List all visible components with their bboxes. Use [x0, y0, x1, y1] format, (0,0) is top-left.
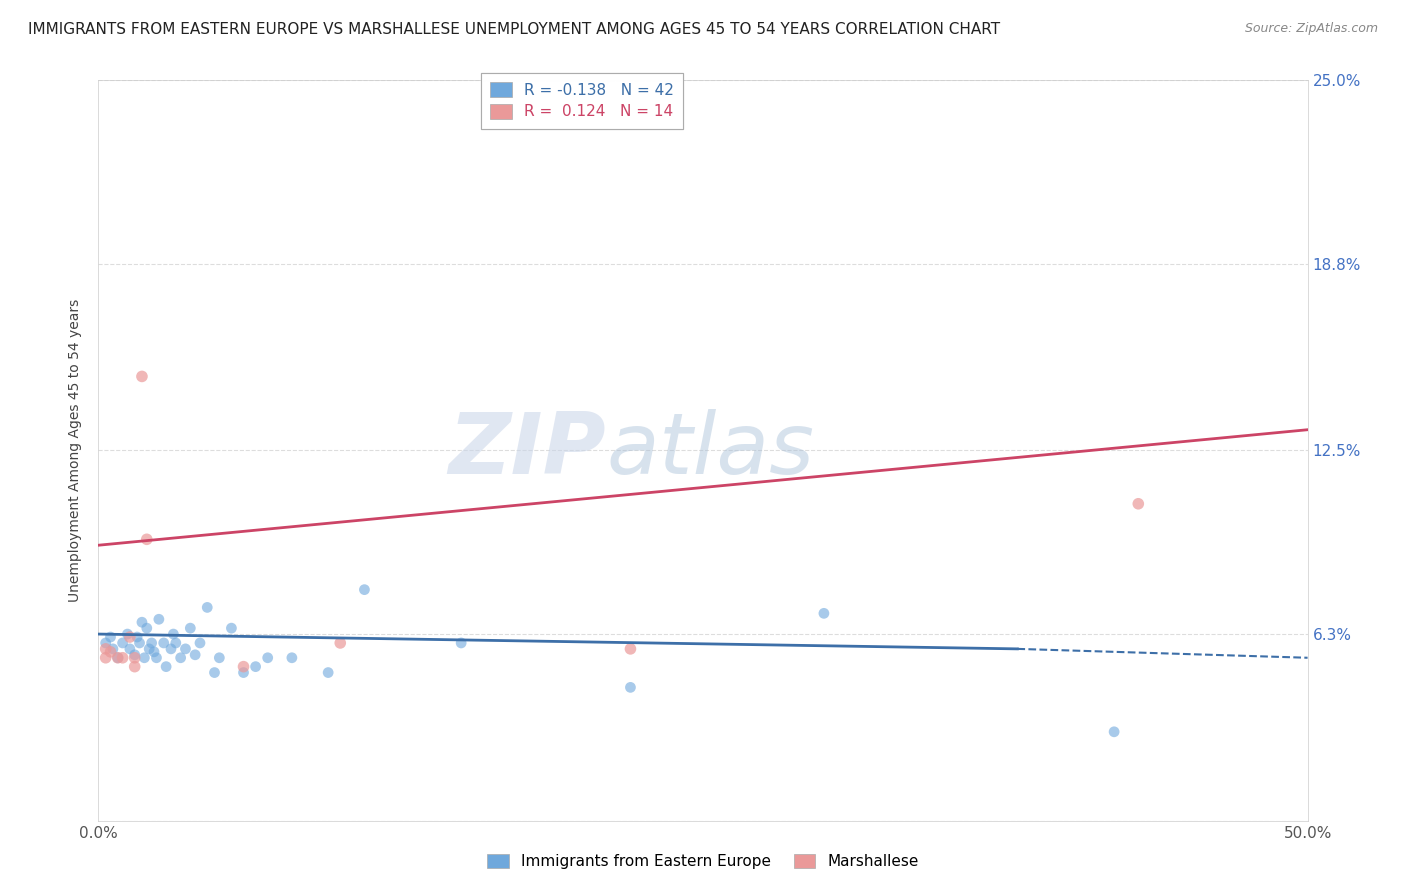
Point: [107, 650, 129, 665]
Point: [145, 650, 167, 665]
Point: [1102, 724, 1125, 739]
Point: [221, 621, 243, 635]
Point: [179, 621, 201, 635]
Point: [135, 621, 157, 635]
Point: [148, 612, 170, 626]
Point: [124, 650, 146, 665]
Point: [155, 659, 177, 673]
Point: [169, 650, 191, 665]
Point: [143, 645, 166, 659]
Point: [134, 650, 156, 665]
Text: ZIP: ZIP: [449, 409, 606, 492]
Point: [165, 636, 187, 650]
Point: [619, 681, 641, 695]
Point: [128, 636, 150, 650]
Point: [94, 636, 117, 650]
Y-axis label: Unemployment Among Ages 45 to 54 years: Unemployment Among Ages 45 to 54 years: [69, 299, 83, 602]
Point: [619, 641, 641, 656]
Point: [127, 630, 149, 644]
Point: [316, 665, 339, 680]
Text: IMMIGRANTS FROM EASTERN EUROPE VS MARSHALLESE UNEMPLOYMENT AMONG AGES 45 TO 54 Y: IMMIGRANTS FROM EASTERN EUROPE VS MARSHA…: [28, 22, 1000, 37]
Legend: Immigrants from Eastern Europe, Marshallese: Immigrants from Eastern Europe, Marshall…: [481, 847, 925, 875]
Point: [117, 627, 139, 641]
Point: [101, 641, 124, 656]
Point: [184, 648, 207, 662]
Legend: R = -0.138   N = 42, R =  0.124   N = 14: R = -0.138 N = 42, R = 0.124 N = 14: [481, 73, 683, 128]
Point: [208, 650, 231, 665]
Point: [107, 650, 129, 665]
Text: Source: ZipAtlas.com: Source: ZipAtlas.com: [1244, 22, 1378, 36]
Point: [124, 659, 146, 673]
Point: [160, 641, 183, 656]
Point: [118, 630, 141, 644]
Point: [100, 645, 122, 659]
Point: [131, 615, 153, 630]
Point: [152, 636, 174, 650]
Point: [188, 636, 211, 650]
Point: [204, 665, 226, 680]
Point: [162, 627, 184, 641]
Point: [281, 650, 304, 665]
Point: [138, 641, 160, 656]
Point: [124, 648, 146, 662]
Point: [450, 636, 472, 650]
Point: [94, 650, 117, 665]
Point: [353, 582, 375, 597]
Point: [1128, 497, 1150, 511]
Point: [256, 650, 278, 665]
Point: [232, 659, 254, 673]
Point: [195, 600, 218, 615]
Point: [111, 636, 134, 650]
Point: [118, 641, 141, 656]
Point: [813, 607, 835, 621]
Point: [94, 641, 117, 656]
Point: [232, 665, 254, 680]
Point: [135, 533, 157, 547]
Point: [100, 630, 122, 644]
Text: atlas: atlas: [606, 409, 814, 492]
Point: [174, 641, 197, 656]
Point: [141, 636, 163, 650]
Point: [245, 659, 267, 673]
Point: [131, 369, 153, 384]
Point: [329, 636, 352, 650]
Point: [111, 650, 134, 665]
